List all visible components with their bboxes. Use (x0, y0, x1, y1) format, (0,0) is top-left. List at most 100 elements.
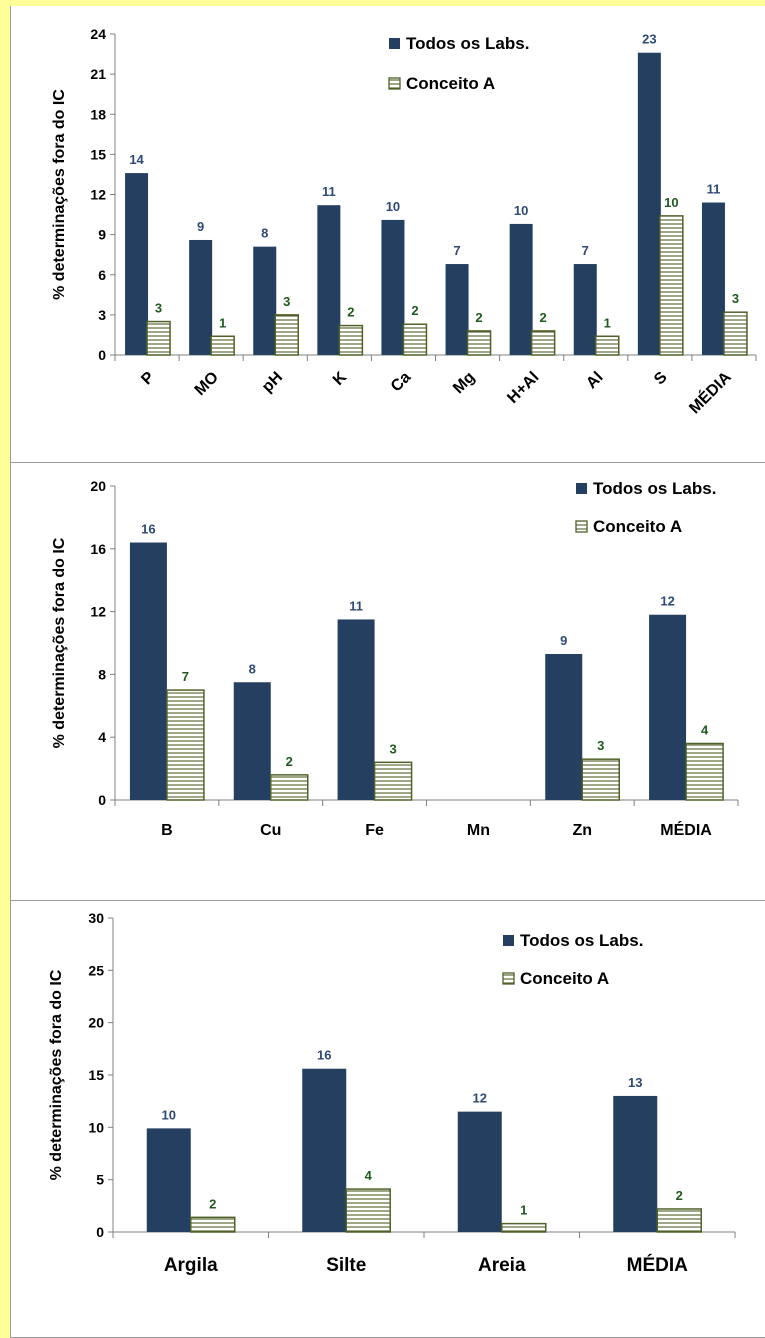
x-tick-label-m-dia: MÉDIA (660, 820, 712, 839)
y-tick-label: 20 (90, 478, 106, 494)
x-tick-label-m-dia: MÉDIA (627, 1254, 689, 1276)
y-axis-label: % determinações fora do IC (51, 537, 68, 748)
legend-swatch-todos (576, 483, 587, 494)
data-label-todos-k: 11 (322, 184, 336, 199)
legend-label-conceito: Conceito A (406, 74, 495, 93)
legend-swatch-todos (503, 935, 514, 946)
bar-conceito-b (166, 689, 205, 801)
legend-swatch-conceito (575, 520, 588, 533)
y-axis-label: % determinações fora do IC (48, 969, 65, 1180)
y-tick-label: 15 (90, 146, 106, 162)
data-label-todos-zn: 9 (560, 633, 567, 648)
data-label-todos-p: 14 (129, 152, 144, 167)
bar-todos-m-dia (701, 202, 725, 355)
data-label-conceito-k: 2 (347, 305, 354, 320)
y-tick-label: 24 (90, 26, 106, 42)
data-label-conceito-m-dia: 2 (676, 1188, 683, 1203)
data-label-todos-m-dia: 13 (628, 1075, 642, 1090)
bar-conceito-zn (581, 758, 620, 801)
x-tick-label-fe: Fe (365, 822, 384, 839)
data-label-conceito-areia: 1 (520, 1203, 527, 1218)
x-tick-label-ca: Ca (388, 369, 415, 396)
bar-todos-fe (337, 619, 375, 800)
data-label-conceito-m-dia: 3 (732, 291, 739, 306)
x-tick-label-cu: Cu (260, 822, 281, 839)
y-tick-label: 12 (90, 604, 106, 620)
y-tick-label: 6 (98, 267, 106, 283)
data-label-conceito-h-al: 2 (540, 310, 547, 325)
data-label-todos-m-dia: 11 (707, 182, 721, 197)
bar-todos-silte (302, 1068, 347, 1232)
data-label-conceito-s: 10 (664, 195, 678, 210)
bar-conceito-ph (274, 314, 299, 356)
bar-conceito-ca (402, 323, 428, 356)
y-tick-label: 15 (88, 1067, 104, 1083)
bar-todos-p (125, 173, 149, 355)
data-label-todos-m-dia: 12 (660, 594, 674, 609)
y-tick-label: 0 (98, 792, 106, 808)
y-tick-label: 21 (90, 66, 106, 82)
bar-todos-h-al (509, 223, 533, 355)
data-label-conceito-mg: 2 (475, 310, 482, 325)
bar-conceito-areia (501, 1222, 547, 1233)
bar-conceito-m-dia (685, 742, 724, 801)
data-label-todos-h-al: 10 (514, 203, 528, 218)
data-label-todos-silte: 16 (317, 1048, 331, 1063)
x-tick-label-k: K (330, 368, 351, 389)
y-tick-label: 0 (96, 1224, 104, 1240)
y-tick-label: 20 (88, 1015, 104, 1031)
y-tick-label: 30 (88, 910, 104, 926)
y-tick-label: 18 (90, 106, 106, 122)
x-tick-label-al: Al (583, 369, 606, 392)
data-label-todos-s: 23 (642, 32, 656, 47)
x-tick-label-b: B (161, 822, 173, 839)
bar-conceito-fe (373, 761, 413, 801)
bar-todos-ca (381, 219, 405, 355)
legend-label-todos: Todos os Labs. (593, 479, 716, 498)
data-label-todos-mg: 7 (453, 243, 460, 258)
bar-conceito-m-dia (723, 311, 748, 356)
x-tick-label-h-al: H+Al (504, 369, 542, 407)
chart-panel-macronutrients: % determinações fora do IC 0 3 6 9 12 15 18 21 24… (10, 6, 765, 463)
data-label-todos-cu: 8 (249, 661, 256, 676)
data-label-conceito-fe: 3 (389, 741, 396, 756)
legend-label-todos: Todos os Labs. (406, 34, 529, 53)
bar-conceito-argila (190, 1216, 236, 1233)
bar-conceito-mg (466, 330, 492, 356)
y-tick-label: 10 (88, 1119, 104, 1135)
legend-label-conceito: Conceito A (593, 517, 682, 536)
bar-conceito-s (659, 215, 684, 356)
data-label-conceito-m-dia: 4 (701, 722, 709, 737)
bar-todos-s (637, 52, 661, 355)
x-tick-label-p: P (138, 369, 158, 389)
data-label-todos-fe: 11 (349, 598, 363, 613)
bar-conceito-silte (345, 1188, 391, 1233)
bar-conceito-k (338, 324, 364, 356)
data-label-conceito-zn: 3 (597, 738, 604, 753)
legend-label-todos: Todos os Labs. (520, 931, 643, 950)
chart-texture: % determinações fora do IC 0 5 10 15 20 25 30 10… (48, 910, 736, 1276)
x-tick-label-areia: Areia (478, 1255, 526, 1276)
bar-todos-m-dia (613, 1095, 658, 1232)
data-label-todos-mo: 9 (197, 219, 204, 234)
x-tick-label-m-dia: MÉDIA (685, 367, 735, 417)
chart-macronutrients: % determinações fora do IC03691215182124… (51, 26, 757, 417)
data-label-conceito-mo: 1 (219, 315, 226, 330)
bar-conceito-al (595, 335, 620, 356)
bar-todos-areia (457, 1111, 502, 1232)
x-tick-label-zn: Zn (572, 822, 592, 839)
data-label-todos-ph: 8 (261, 226, 268, 241)
y-tick-label: 5 (96, 1172, 104, 1188)
chart-micronutrients: % determinações fora do IC 0 4 8 12 16 20 16 7 B 8… (51, 478, 739, 839)
bar-conceito-p (146, 320, 171, 356)
x-tick-label-s: S (651, 369, 671, 389)
data-label-conceito-ca: 2 (411, 303, 418, 318)
y-tick-label: 25 (88, 962, 104, 978)
bar-todos-mg (445, 264, 469, 355)
legend-swatch-conceito (502, 972, 515, 985)
x-tick-label-ph: pH (259, 369, 286, 396)
bar-conceito-m-dia (656, 1208, 702, 1233)
legend-swatch-todos (389, 38, 400, 49)
bar-conceito-mo (210, 335, 235, 356)
bar-conceito-h-al (530, 330, 556, 356)
